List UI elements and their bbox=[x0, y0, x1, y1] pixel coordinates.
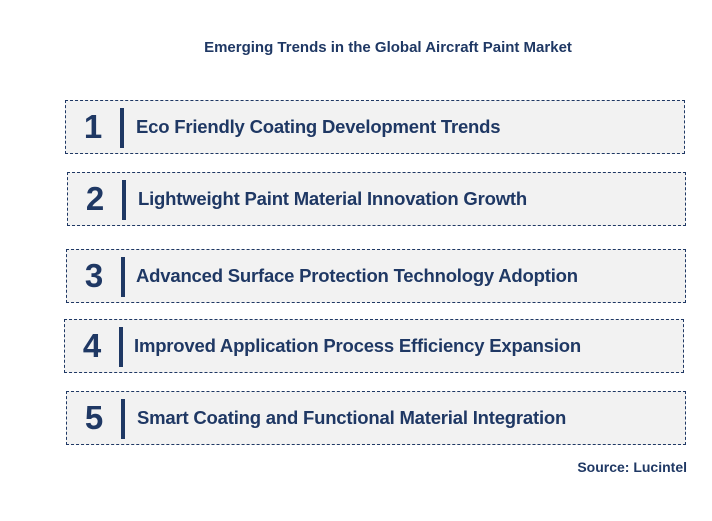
trend-label: Improved Application Process Efficiency … bbox=[134, 335, 582, 356]
trend-label: Smart Coating and Functional Material In… bbox=[137, 407, 567, 428]
trend-item-4: 4 Improved Application Process Efficienc… bbox=[64, 319, 684, 373]
trend-divider bbox=[121, 257, 125, 297]
trend-number: 1 bbox=[83, 108, 103, 145]
trend-item-1: 1 Eco Friendly Coating Development Trend… bbox=[65, 100, 685, 154]
diagram-title: Emerging Trends in the Global Aircraft P… bbox=[204, 39, 572, 56]
trend-number: 5 bbox=[84, 399, 104, 436]
trend-number: 4 bbox=[82, 327, 102, 364]
trend-item-5: 5 Smart Coating and Functional Material … bbox=[66, 391, 686, 445]
trend-label: Lightweight Paint Material Innovation Gr… bbox=[138, 188, 527, 209]
trend-divider bbox=[120, 108, 124, 148]
trend-divider bbox=[122, 180, 126, 220]
source-credit: Source: Lucintel bbox=[577, 459, 687, 475]
trend-number: 3 bbox=[84, 257, 104, 294]
trend-item-2: 2 Lightweight Paint Material Innovation … bbox=[67, 172, 686, 226]
trend-divider bbox=[121, 399, 125, 439]
trend-item-3: 3 Advanced Surface Protection Technology… bbox=[66, 249, 686, 303]
trend-divider bbox=[119, 327, 123, 367]
trend-label: Advanced Surface Protection Technology A… bbox=[136, 265, 578, 286]
trend-label: Eco Friendly Coating Development Trends bbox=[136, 116, 501, 137]
trend-number: 2 bbox=[85, 180, 105, 217]
